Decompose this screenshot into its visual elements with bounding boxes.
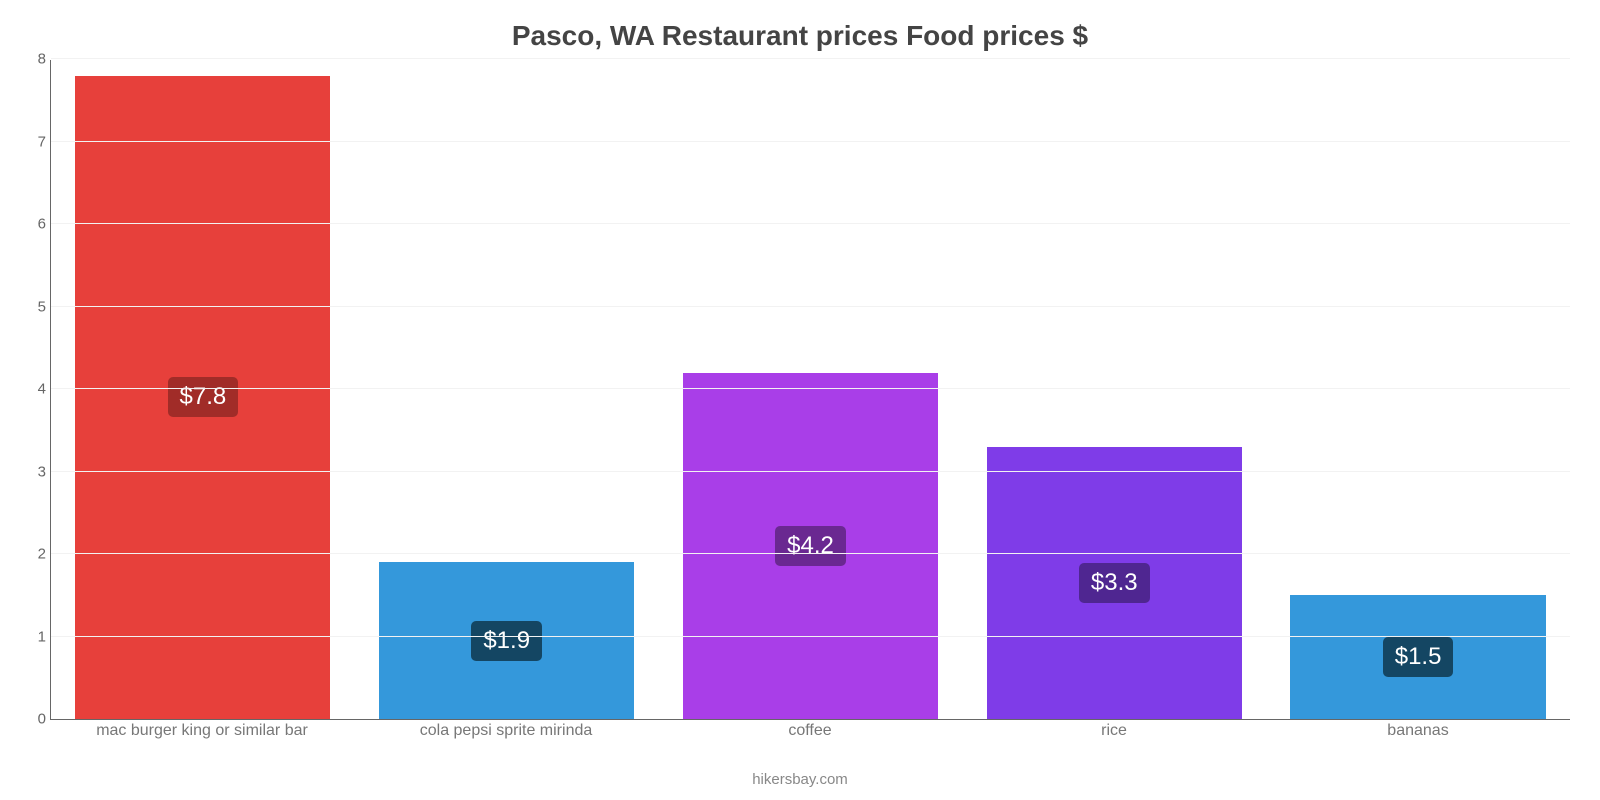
ytick-label: 6 <box>21 216 46 233</box>
ytick-label: 1 <box>21 628 46 645</box>
chart-container: Pasco, WA Restaurant prices Food prices … <box>0 0 1600 800</box>
value-badge: $7.8 <box>168 377 239 417</box>
chart-title: Pasco, WA Restaurant prices Food prices … <box>0 20 1600 52</box>
x-axis-label: bananas <box>1266 722 1570 740</box>
x-axis-label: rice <box>962 722 1266 740</box>
ytick-label: 8 <box>21 51 46 68</box>
value-badge: $3.3 <box>1079 563 1150 603</box>
x-axis-label: mac burger king or similar bar <box>50 722 354 740</box>
bars-group: $7.8 $1.9 $4.2 $3.3 $1.5 <box>51 60 1570 719</box>
value-badge: $4.2 <box>775 526 846 566</box>
bar-slot: $1.5 <box>1266 60 1570 719</box>
gridline <box>51 223 1570 224</box>
gridline <box>51 306 1570 307</box>
ytick-label: 7 <box>21 133 46 150</box>
bar: $1.5 <box>1290 595 1545 719</box>
gridline <box>51 553 1570 554</box>
gridline <box>51 58 1570 59</box>
bar-slot: $4.2 <box>659 60 963 719</box>
value-badge: $1.5 <box>1383 637 1454 677</box>
bar-slot: $3.3 <box>962 60 1266 719</box>
ytick-label: 3 <box>21 463 46 480</box>
gridline <box>51 141 1570 142</box>
x-axis-label: cola pepsi sprite mirinda <box>354 722 658 740</box>
value-badge: $1.9 <box>471 621 542 661</box>
bar: $1.9 <box>379 562 634 719</box>
x-axis-labels: mac burger king or similar barcola pepsi… <box>50 722 1570 740</box>
gridline <box>51 636 1570 637</box>
gridline <box>51 388 1570 389</box>
plot-area: $7.8$1.9$4.2$3.3$1.5 012345678 <box>50 60 1570 720</box>
bar: $7.8 <box>75 76 330 720</box>
bar: $4.2 <box>683 373 938 720</box>
bar-slot: $1.9 <box>355 60 659 719</box>
credit-text: hikersbay.com <box>0 771 1600 788</box>
x-axis-label: coffee <box>658 722 962 740</box>
bar: $3.3 <box>987 447 1242 719</box>
ytick-label: 4 <box>21 381 46 398</box>
ytick-label: 0 <box>21 711 46 728</box>
gridline <box>51 471 1570 472</box>
ytick-label: 5 <box>21 298 46 315</box>
ytick-label: 2 <box>21 546 46 563</box>
bar-slot: $7.8 <box>51 60 355 719</box>
